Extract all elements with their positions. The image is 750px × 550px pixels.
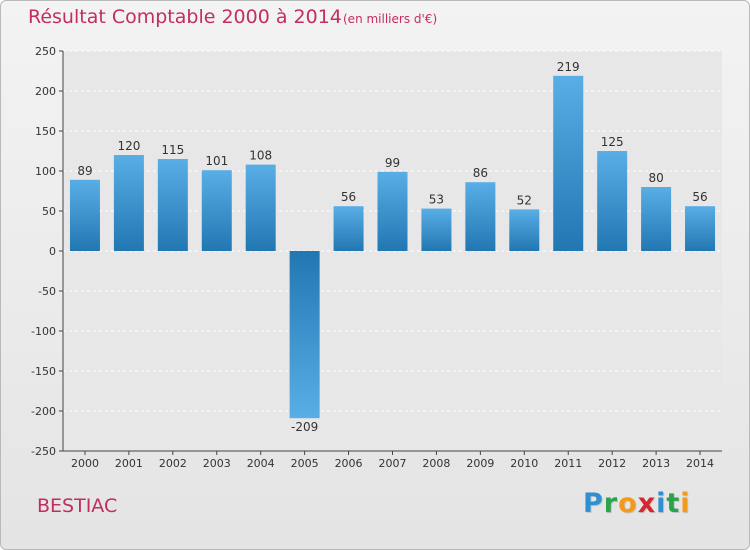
brand-letter: r	[603, 488, 619, 519]
y-tick-label: -100	[31, 325, 56, 338]
bar	[113, 155, 144, 251]
bar-value-label: 86	[473, 166, 488, 180]
bar-value-label: 53	[429, 193, 444, 207]
y-tick-label: 150	[35, 125, 56, 138]
y-tick-label: 250	[35, 45, 56, 58]
bar-value-label: 80	[648, 171, 663, 185]
brand-letter: i	[656, 488, 667, 519]
y-tick-label: -50	[38, 285, 56, 298]
bar-value-label: 56	[341, 190, 356, 204]
bar-value-label: 101	[205, 154, 228, 168]
y-tick-label: 0	[49, 245, 56, 258]
x-tick-label: 2012	[598, 457, 626, 470]
bar-value-label: 120	[117, 139, 140, 153]
x-tick-label: 2005	[291, 457, 319, 470]
y-tick-label: -200	[31, 405, 56, 418]
place-name: BESTIAC	[37, 495, 118, 517]
bar-value-label: 89	[77, 164, 92, 178]
x-tick-label: 2001	[115, 457, 143, 470]
y-tick-label: 200	[35, 85, 56, 98]
x-tick-label: 2014	[686, 457, 714, 470]
x-tick-label: 2003	[203, 457, 231, 470]
bar	[245, 164, 276, 251]
bar	[377, 171, 408, 251]
bar	[685, 206, 716, 251]
bar-value-label: 219	[557, 60, 580, 74]
bar	[553, 75, 584, 251]
bar	[333, 206, 364, 251]
x-tick-label: 2008	[422, 457, 450, 470]
y-tick-label: 50	[42, 205, 56, 218]
x-tick-label: 2006	[335, 457, 363, 470]
x-tick-label: 2009	[466, 457, 494, 470]
x-tick-label: 2013	[642, 457, 670, 470]
bar	[421, 208, 452, 251]
bar-value-label: 108	[249, 149, 272, 163]
proxiti-logo: Proxiti	[583, 488, 691, 519]
bar	[289, 251, 320, 419]
bar	[597, 151, 628, 251]
bar	[509, 209, 540, 251]
brand-letter: P	[583, 488, 604, 519]
bar-value-label: 56	[692, 190, 707, 204]
bar	[69, 179, 100, 251]
bar	[157, 159, 188, 251]
brand-letter: o	[618, 488, 638, 519]
bar-value-label: 125	[601, 135, 624, 149]
brand-letter: x	[637, 488, 657, 519]
brand-letter: i	[680, 488, 691, 519]
x-tick-label: 2010	[510, 457, 538, 470]
bar-value-label: -209	[291, 420, 318, 434]
bar	[465, 182, 496, 251]
bar	[641, 187, 672, 251]
bar-value-label: 52	[517, 193, 532, 207]
bar	[201, 170, 232, 251]
bar-value-label: 115	[161, 143, 184, 157]
x-tick-label: 2002	[159, 457, 187, 470]
chart-subtitle: (en milliers d'€)	[343, 12, 438, 26]
x-tick-label: 2004	[247, 457, 275, 470]
x-tick-label: 2007	[379, 457, 407, 470]
bar-value-label: 99	[385, 156, 400, 170]
y-tick-label: -250	[31, 445, 56, 458]
chart-title: Résultat Comptable 2000 à 2014	[28, 6, 342, 28]
x-tick-label: 2000	[71, 457, 99, 470]
x-tick-label: 2011	[554, 457, 582, 470]
y-tick-label: -150	[31, 365, 56, 378]
y-tick-label: 100	[35, 165, 56, 178]
brand-letter: t	[666, 488, 681, 519]
